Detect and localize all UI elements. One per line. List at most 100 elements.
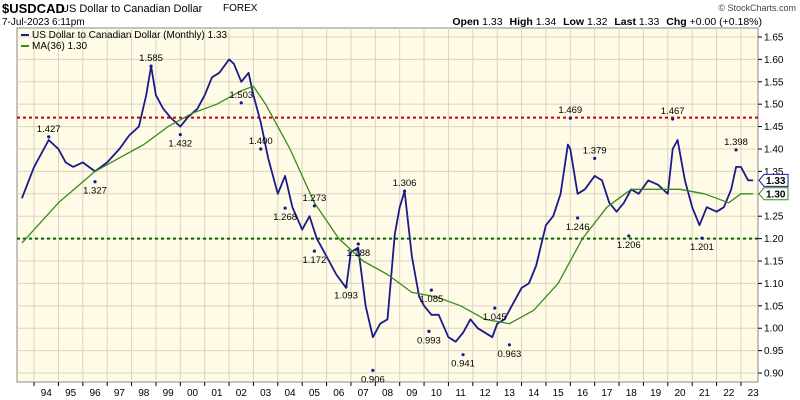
y-tick-label: 1.65 [764,32,784,43]
x-tick-label: 18 [626,388,638,399]
x-tick-label: 13 [504,388,516,399]
date-label: 7-Jul-2023 6:11pm [2,17,85,28]
legend-label: US Dollar to Canadian Dollar (Monthly) 1… [32,30,228,41]
last-value-text: 1.33 [766,176,786,187]
x-tick-label: 00 [187,388,199,399]
x-tick-label: 99 [163,388,175,399]
annotation-label: 1.503 [229,90,253,101]
annotation-label: 1.400 [249,136,273,147]
y-tick-label: 1.25 [764,212,784,223]
x-tick-label: 04 [284,388,296,399]
annotation-label: 1.172 [302,255,326,266]
annotation-point [507,343,511,347]
annotation-point [429,288,433,292]
annotation-point [312,249,316,253]
annotation-point [671,117,675,121]
x-axis: 94 95 96 97 98 99 00 01 02 03 04 05 06 07 08 09 10 11 12 13… [33,382,759,399]
exchange-label: FOREX [223,3,258,14]
annotation-label: 0.993 [417,335,441,346]
annotation-label: 1.093 [334,291,358,302]
last-value-box [758,187,789,201]
annotation-point [493,306,497,310]
y-tick-label: 1.00 [764,324,784,335]
x-tick-label: 06 [333,388,345,399]
annotation-point [627,234,631,238]
y-tick-label: 1.40 [764,144,784,155]
annotation-label: 1.045 [483,312,507,323]
last-label: Last [614,16,636,28]
x-tick-label: 14 [528,388,540,399]
chg-value: +0.00 (+0.18%) [689,16,762,28]
x-tick-label: 21 [699,388,711,399]
x-tick-label: 15 [553,388,565,399]
x-tick-label: 01 [211,388,223,399]
quote-stats: Open 1.33 High 1.34 Low 1.32 Last 1.33 C… [452,16,766,28]
y-tick-label: 1.10 [764,279,784,290]
annotation-point [576,216,580,220]
last-value-text: 1.30 [766,189,786,200]
annotation-label: 1.188 [346,248,370,259]
plot-background [16,27,759,383]
x-tick-label: 09 [406,388,418,399]
chg-label: Chg [666,16,687,28]
annotations: 1.427 1.327 1.585 1.432 1.503 1.400 1.268 1.273… [37,53,748,385]
annotation-point [239,101,243,105]
x-tick-label: 03 [260,388,272,399]
x-tick-label: 96 [89,388,101,399]
y-tick-label: 1.20 [764,234,784,245]
annotation-point [700,236,704,240]
legend: US Dollar to Canadian Dollar (Monthly) 1… [21,30,228,52]
annotation-label: 1.432 [168,139,192,150]
y-axis: 0.90 0.95 1.00 1.05 1.10 1.15 1.20 1.25 1.30 1.35… [758,32,784,380]
watermark: © StockCharts.com [718,3,796,13]
annotation-label: 1.585 [139,53,163,64]
annotation-label: 1.268 [273,212,297,223]
y-tick-label: 1.35 [764,167,784,178]
y-tick-label: 1.60 [764,55,784,66]
y-tick-label: 1.55 [764,77,784,88]
annotation-label: 1.427 [37,124,61,135]
grid-lines [17,28,758,382]
x-tick-label: 95 [65,388,77,399]
annotation-point [283,206,287,210]
x-tick-label: 07 [358,388,370,399]
annotation-point [47,135,51,139]
annotation-label: 1.398 [724,137,748,148]
annotation-label: 0.963 [497,349,521,360]
y-tick-label: 1.45 [764,122,784,133]
y-tick-label: 0.95 [764,346,784,357]
x-tick-label: 19 [650,388,662,399]
symbol-description: US Dollar to Canadian Dollar [61,3,203,15]
x-tick-label: 10 [431,388,443,399]
last-value: 1.33 [638,16,660,28]
annotation-point [402,189,407,193]
x-tick-label: 22 [723,388,735,399]
annotation-point [734,148,738,152]
annotation-point [568,116,572,120]
low-value: 1.32 [587,16,608,28]
high-value: 1.34 [535,16,557,28]
annotation-label: 1.327 [83,186,107,197]
annotation-point [259,147,263,151]
x-tick-label: 16 [577,388,589,399]
annotation-label: 1.379 [583,145,607,156]
annotation-label: 0.941 [451,359,475,370]
symbol-title: $USDCAD [2,1,65,16]
y-tick-label: 1.05 [764,301,784,312]
chart-header: $USDCAD US Dollar to Canadian Dollar FOR… [0,0,800,30]
annotation-label: 1.469 [558,105,582,116]
x-tick-label: 98 [138,388,150,399]
x-tick-label: 94 [41,388,53,399]
annotation-label: 1.306 [393,178,417,189]
annotation-point [312,204,316,208]
annotation-label: 1.201 [690,242,714,253]
annotation-label: 0.906 [361,374,385,385]
annotation-point [93,180,97,184]
annotation-point [344,284,348,289]
x-tick-label: 08 [382,388,394,399]
annotation-label: 1.246 [566,222,590,233]
last-value-tag: 1.33 [758,173,789,187]
y-tick-label: 0.90 [764,369,784,380]
last-value-box [758,173,789,187]
annotation-point [427,329,431,333]
